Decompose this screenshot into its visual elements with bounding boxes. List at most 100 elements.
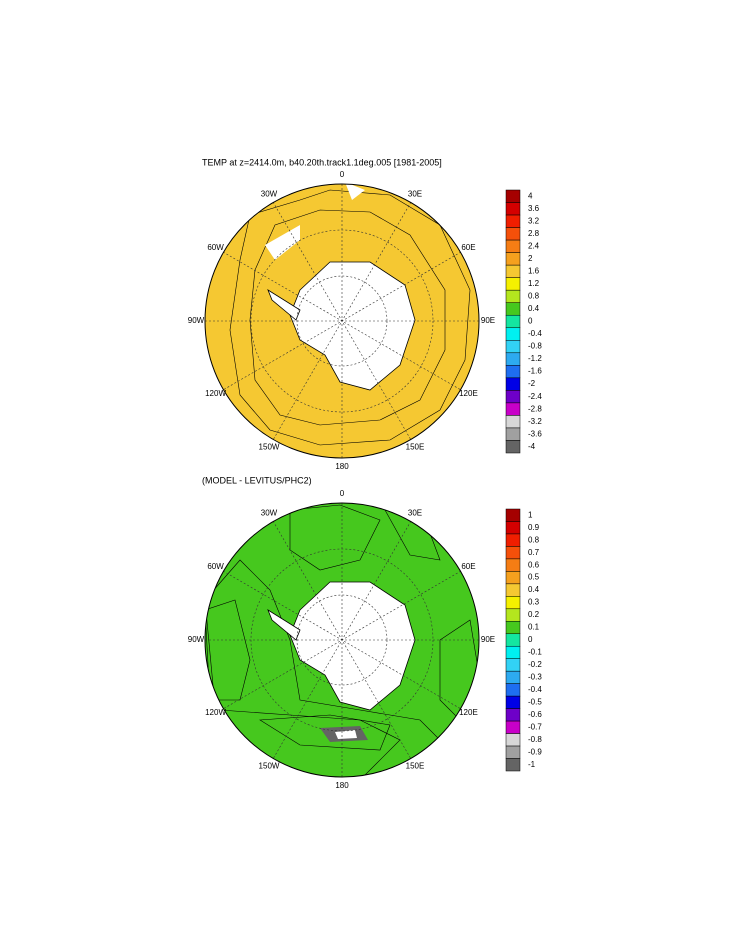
colorbar-label: -1.6 [528,367,542,376]
longitude-label: 150W [259,762,280,771]
colorbar-label: -2 [528,379,536,388]
colorbar-box [505,683,521,697]
colorbar-label: 2.8 [528,229,540,238]
colorbar-label: 0.6 [528,560,540,569]
colorbar-label: -3.2 [528,417,542,426]
colorbar-box [505,708,521,722]
colorbar-box [505,365,521,379]
colorbar-label: 0.2 [528,610,540,619]
colorbar-label: 0.7 [528,548,540,557]
colorbar-label: -0.8 [528,342,542,351]
longitude-label: 120E [459,389,478,398]
colorbar-box [505,189,521,203]
colorbar-box [505,571,521,585]
colorbar-label: 0 [528,635,533,644]
longitude-label: 180 [335,781,349,790]
colorbar-label: -3.6 [528,429,542,438]
colorbar-label: -4 [528,442,536,451]
longitude-label: 120W [205,389,226,398]
colorbar-label: 0.1 [528,623,540,632]
longitude-label: 30E [408,509,422,518]
colorbar-label: -0.6 [528,710,542,719]
colorbar-label: 3.6 [528,204,540,213]
longitude-label: 60W [207,243,224,252]
colorbar-label: -0.9 [528,747,542,756]
colorbar-label: 1 [528,510,533,519]
colorbar-box [505,277,521,291]
colorbar-box [505,758,521,772]
colorbar-label: 1.2 [528,279,540,288]
colorbar-box [505,440,521,454]
colorbar-box [505,745,521,759]
colorbar-label: -1.2 [528,354,542,363]
colorbar-label: 1.6 [528,267,540,276]
graticule [204,183,480,778]
colorbar-label: -0.5 [528,697,542,706]
longitude-label: 0 [340,489,345,498]
longitude-label: 60E [461,562,475,571]
colorbar-box [505,508,521,522]
colorbar-label: 0.3 [528,598,540,607]
colorbar-box [505,583,521,597]
colorbar-label: -2.4 [528,392,542,401]
colorbar-label: -0.4 [528,685,542,694]
longitude-label: 60E [461,243,475,252]
colorbar-label: 0.8 [528,292,540,301]
longitude-label: 30E [408,190,422,199]
colorbar-box [505,596,521,610]
colorbar-label: 3.2 [528,216,540,225]
colorbar-box [505,720,521,734]
colorbar-box [505,558,521,572]
colorbar-box [505,521,521,535]
longitude-label: 90W [188,635,205,644]
colorbar-label: 2 [528,254,533,263]
colorbar-label: 0.8 [528,535,540,544]
colorbar-label: -2.8 [528,404,542,413]
colorbar-box [505,415,521,429]
colorbar-box [505,427,521,441]
colorbar-box [505,608,521,622]
colorbar-label: -0.8 [528,735,542,744]
longitude-label: 150E [406,443,425,452]
longitude-label: 60W [207,562,224,571]
longitude-label: 30W [261,509,278,518]
colorbar-box [505,214,521,228]
colorbar-label: 2.4 [528,241,540,250]
colorbar-label: -1 [528,760,536,769]
colorbar-label: -0.1 [528,648,542,657]
colorbar-box [505,302,521,316]
colorbar-box [505,670,521,684]
colorbar-box [505,658,521,672]
colorbar-box [505,239,521,253]
map-field [205,503,479,777]
panel-title: TEMP at z=2414.0m, b40.20th.track1.1deg.… [202,157,442,167]
colorbar-label: 0.9 [528,523,540,532]
longitude-label: 150E [406,762,425,771]
colorbar-box [505,645,521,659]
colorbar-box [505,264,521,278]
longitude-label: 90W [188,316,205,325]
panel-title: (MODEL - LEVITUS/PHC2) [202,475,312,485]
colorbar-box [505,533,521,547]
colorbar-label: 4 [528,191,533,200]
colorbar-label: -0.2 [528,660,542,669]
colorbar-box [505,340,521,354]
longitude-label: 30W [261,190,278,199]
colorbar-box [505,227,521,241]
colorbar-box [505,733,521,747]
colorbar-box [505,621,521,635]
colorbar-box [505,252,521,266]
colorbar-label: -0.4 [528,329,542,338]
colorbar-box [505,390,521,404]
colorbar-label: 0 [528,317,533,326]
colorbar-label: 0.5 [528,573,540,582]
longitude-label: 150W [259,443,280,452]
colorbar-box [505,633,521,647]
colorbar-box [505,314,521,329]
colorbar-box [505,202,521,216]
colorbar-label: -0.7 [528,722,542,731]
longitude-label: 120W [205,708,226,717]
colorbar-box [505,402,521,416]
colorbar-box [505,377,521,391]
